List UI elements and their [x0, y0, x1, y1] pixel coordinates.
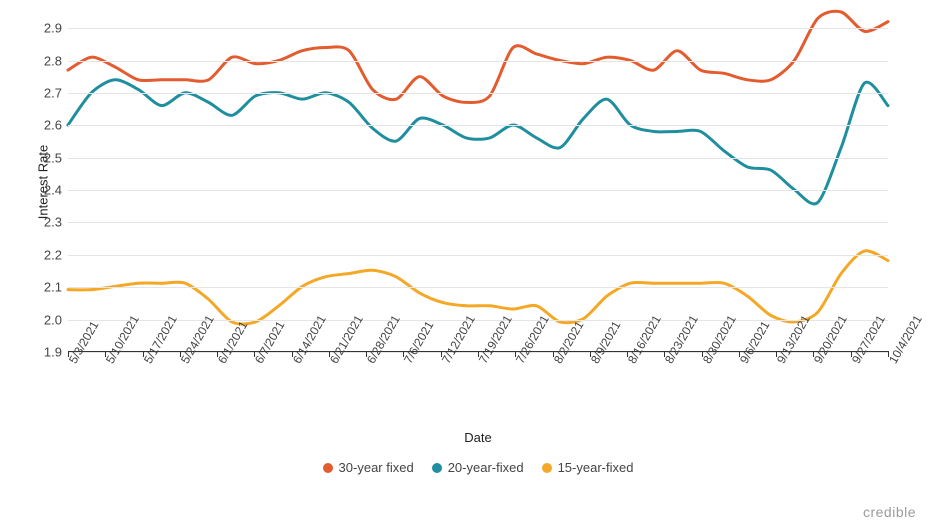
legend-swatch [542, 463, 552, 473]
y-tick-label: 2.6 [44, 118, 62, 133]
y-tick-label: 1.9 [44, 345, 62, 360]
y-tick-label: 2.1 [44, 280, 62, 295]
x-tick-label: 10/4/2021 [886, 313, 925, 366]
plot-area: 1.92.02.12.22.32.42.52.62.72.82.95/3/202… [68, 12, 888, 352]
legend-label: 20-year-fixed [448, 460, 524, 475]
x-axis-label: Date [68, 430, 888, 445]
y-tick-label: 2.9 [44, 21, 62, 36]
y-tick-label: 2.8 [44, 53, 62, 68]
y-tick-label: 2.5 [44, 150, 62, 165]
y-gridline [68, 287, 888, 288]
y-tick-label: 2.7 [44, 85, 62, 100]
legend-label: 15-year-fixed [558, 460, 634, 475]
y-tick-label: 2.4 [44, 183, 62, 198]
legend-swatch [323, 463, 333, 473]
legend-swatch [432, 463, 442, 473]
series-line [68, 11, 888, 102]
y-gridline [68, 190, 888, 191]
y-gridline [68, 28, 888, 29]
y-tick-label: 2.0 [44, 312, 62, 327]
y-gridline [68, 61, 888, 62]
legend-item: 20-year-fixed [432, 460, 524, 475]
legend: 30-year fixed 20-year-fixed 15-year-fixed [68, 460, 888, 475]
y-gridline [68, 125, 888, 126]
y-gridline [68, 255, 888, 256]
y-gridline [68, 93, 888, 94]
y-tick-label: 2.2 [44, 247, 62, 262]
chart-frame: Interest Rate 1.92.02.12.22.32.42.52.62.… [0, 0, 932, 524]
y-gridline [68, 158, 888, 159]
series-line [68, 80, 888, 204]
legend-label: 30-year fixed [339, 460, 414, 475]
legend-item: 15-year-fixed [542, 460, 634, 475]
y-gridline [68, 222, 888, 223]
legend-item: 30-year fixed [323, 460, 414, 475]
line-series-svg [68, 12, 888, 351]
brand-watermark: credible [863, 504, 916, 520]
y-tick-label: 2.3 [44, 215, 62, 230]
